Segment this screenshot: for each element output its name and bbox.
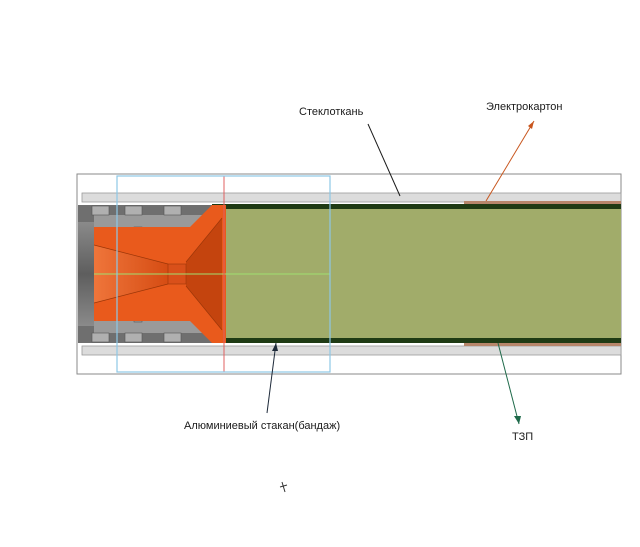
cursor-icon	[279, 481, 288, 493]
tzp-arrowhead	[514, 416, 521, 424]
nozzle-edge	[93, 283, 169, 304]
fiberglass-leader-line	[367, 123, 401, 197]
label-fiberglass: Стеклоткань	[299, 106, 364, 118]
housing-notch	[124, 205, 143, 216]
housing-end-cap	[78, 222, 94, 326]
selection-box	[116, 175, 331, 373]
electrocardboard-arrowhead	[528, 121, 534, 129]
fiberglass-layer-top	[81, 192, 622, 203]
housing-inner-bottom	[94, 321, 208, 333]
housing-inner-top	[94, 215, 208, 227]
tzp-leader-line	[497, 342, 520, 425]
fiberglass-layer-bottom	[81, 345, 622, 356]
housing-notch	[163, 205, 182, 216]
nozzle-edge	[93, 244, 169, 265]
housing-notch	[124, 332, 143, 343]
electrocardboard-strip-top	[464, 201, 621, 205]
label-aluminum-cup: Алюминиевый стакан(бандаж)	[184, 420, 340, 432]
electrocardboard-strip-bottom	[464, 342, 621, 346]
housing-notch	[91, 205, 110, 216]
electrocardboard-leader-line	[485, 120, 535, 202]
label-electrocardboard: Электрокартон	[486, 101, 562, 113]
housing-notch	[91, 332, 110, 343]
aluminum-arrowhead	[272, 343, 278, 351]
aluminum-leader-line	[266, 342, 277, 414]
housing-notch	[163, 332, 182, 343]
nozzle-edge	[185, 285, 223, 331]
nozzle-edge	[185, 217, 223, 263]
tzp-liner-top	[212, 204, 621, 209]
tzp-liner-bottom	[212, 338, 621, 343]
label-tzp: ТЗП	[512, 431, 533, 443]
